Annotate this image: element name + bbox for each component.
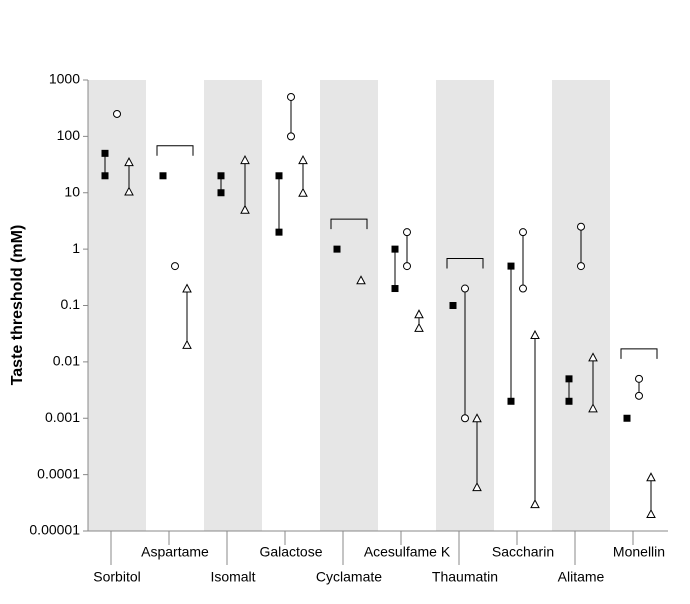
category-band [88, 80, 146, 531]
triangle-point [472, 413, 482, 423]
y-axis-label: Taste threshold (mM) [9, 225, 26, 386]
square-point [275, 228, 283, 236]
x-tick-label: Isomalt [210, 569, 255, 585]
square-point [449, 302, 457, 309]
square-point [507, 397, 515, 405]
triangle-point [356, 275, 366, 285]
y-tick-label: 0.001 [45, 409, 80, 425]
bracket [446, 258, 484, 269]
circle-point [171, 262, 179, 271]
category-band [204, 80, 262, 531]
square-point [565, 375, 573, 383]
square-point [333, 245, 341, 253]
category-band [320, 80, 378, 531]
triangle-point [414, 309, 424, 319]
y-tick-label: 1000 [49, 71, 80, 87]
triangle-point [646, 472, 656, 482]
triangle-point [588, 352, 598, 362]
triangle-point [240, 155, 250, 165]
bracket [330, 218, 368, 230]
bracket [620, 348, 658, 359]
triangle-point [240, 204, 250, 214]
category-band [146, 80, 204, 531]
y-tick-label: 0.01 [53, 353, 80, 369]
x-tick-label: Thaumatin [432, 569, 498, 585]
y-tick-label: 0.00001 [29, 522, 80, 538]
y-tick-label: 1 [72, 240, 80, 256]
x-tick-label: Alitame [558, 569, 605, 585]
square-point [391, 245, 399, 253]
x-tick-label: Acesulfame K [364, 544, 451, 560]
square-point [217, 189, 225, 197]
circle-point [287, 132, 295, 141]
circle-point [461, 284, 469, 293]
bracket [156, 145, 194, 156]
circle-point [635, 391, 643, 400]
triangle-point [182, 339, 192, 349]
x-tick-label: Sorbitol [93, 569, 140, 585]
square-point [391, 285, 399, 293]
y-tick-label: 10 [64, 183, 80, 199]
triangle-point [124, 186, 134, 196]
triangle-point [298, 155, 308, 165]
x-tick-label: Monellin [613, 544, 665, 560]
circle-point [635, 374, 643, 383]
square-point [101, 172, 109, 180]
triangle-point [530, 329, 540, 339]
category-band [378, 80, 436, 531]
triangle-point [298, 187, 308, 197]
y-tick-label: 100 [57, 127, 81, 143]
square-point [275, 172, 283, 180]
category-band [552, 80, 610, 531]
circle-point [287, 92, 295, 101]
circle-point [577, 222, 585, 231]
triangle-point [414, 322, 424, 332]
circle-point [519, 228, 527, 237]
circle-point [403, 262, 411, 271]
x-tick-label: Cyclamate [316, 569, 382, 585]
square-point [507, 262, 515, 270]
circle-point [113, 109, 121, 118]
square-point [101, 149, 109, 157]
x-tick-label: Saccharin [492, 544, 554, 560]
category-band [494, 80, 552, 531]
triangle-point [588, 403, 598, 413]
square-point [159, 172, 167, 180]
category-band [262, 80, 320, 531]
square-point [623, 414, 631, 422]
circle-point [403, 228, 411, 237]
circle-point [577, 262, 585, 271]
circle-point [519, 284, 527, 293]
square-point [217, 172, 225, 180]
category-band [610, 80, 668, 531]
x-tick-label: Galactose [259, 544, 322, 560]
triangle-point [646, 508, 656, 519]
triangle-point [124, 157, 134, 167]
triangle-point [530, 499, 540, 509]
triangle-point [182, 283, 192, 293]
y-tick-label: 0.0001 [37, 465, 80, 481]
x-tick-label: Aspartame [141, 544, 209, 560]
circle-point [461, 414, 469, 423]
y-tick-label: 0.1 [61, 296, 81, 312]
square-point [565, 397, 573, 405]
triangle-point [472, 482, 482, 492]
